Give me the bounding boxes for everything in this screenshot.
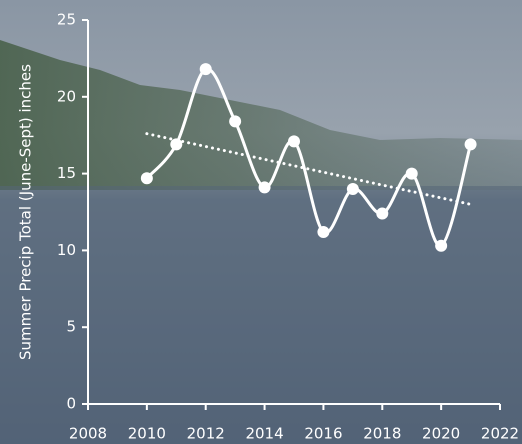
x-tick-label: 2022 — [481, 425, 519, 443]
x-tick-label: 2018 — [363, 425, 401, 443]
point — [346, 182, 359, 195]
tree-line — [0, 40, 522, 190]
point — [464, 138, 477, 151]
point — [317, 225, 330, 238]
point — [140, 172, 153, 185]
y-axis-label: Summer Precip Total (June-Sept) inches — [17, 64, 35, 360]
point — [288, 135, 300, 148]
y-tick-label: 5 — [66, 318, 76, 336]
trend-line — [145, 132, 473, 206]
x-tick-label: 2008 — [69, 425, 107, 443]
water — [0, 186, 522, 444]
x-tick-label: 2016 — [304, 425, 342, 443]
point — [405, 167, 418, 180]
y-tick-label: 0 — [66, 395, 76, 413]
y-tick-label: 10 — [57, 241, 76, 259]
point — [199, 63, 212, 76]
y-tick-label: 25 — [57, 11, 76, 29]
x-tick-label: 2014 — [245, 425, 283, 443]
point — [229, 115, 242, 128]
x-tick-label: 2012 — [187, 425, 225, 443]
x-tick-label: 2020 — [422, 425, 460, 443]
point — [376, 207, 389, 220]
point — [435, 239, 448, 252]
point — [258, 181, 271, 194]
y-tick-label: 15 — [57, 164, 76, 182]
x-tick-label: 2010 — [128, 425, 166, 443]
y-tick-label: 20 — [57, 87, 76, 105]
point — [170, 138, 183, 151]
